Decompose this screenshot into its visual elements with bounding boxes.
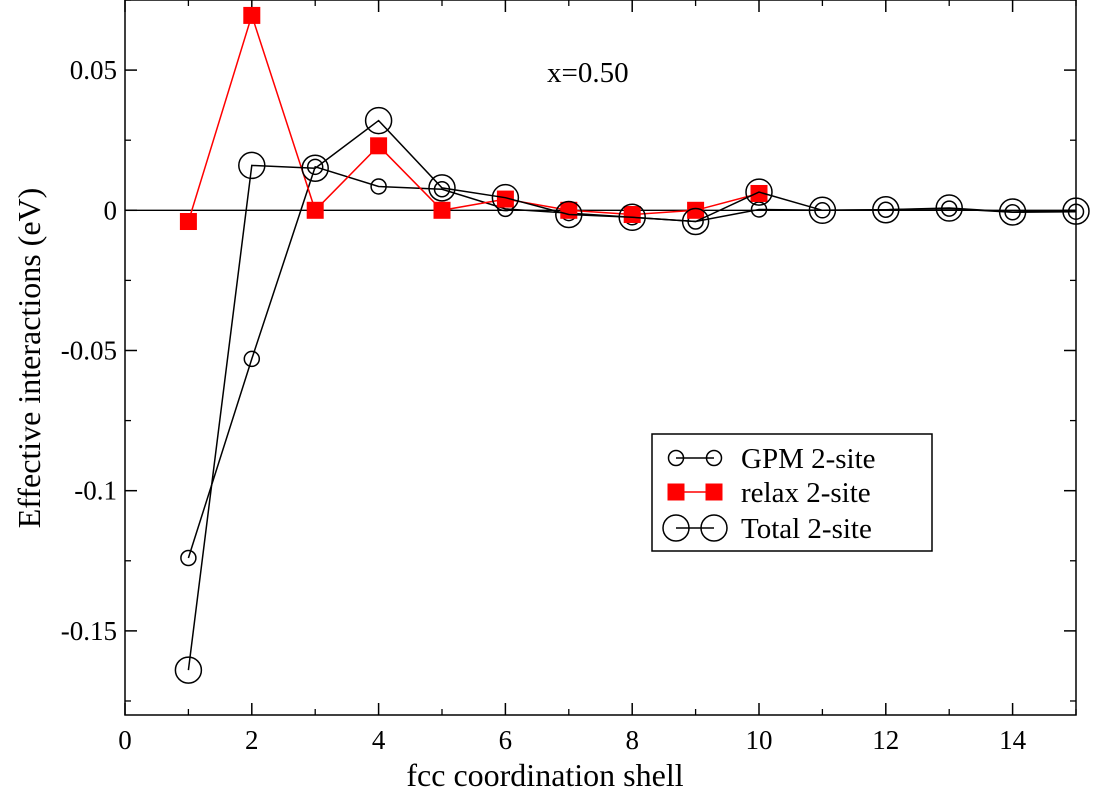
data-point (370, 178, 387, 195)
series-layer (174, 6, 1090, 684)
data-point (243, 6, 261, 24)
x-tick-label: 0 (118, 725, 132, 755)
y-tick-label: -0.05 (61, 335, 117, 365)
data-point (496, 190, 514, 208)
x-tick-label: 12 (872, 725, 899, 755)
legend-marker (667, 483, 685, 501)
data-point (364, 106, 393, 135)
data-point (687, 201, 705, 219)
x-tick-label: 8 (625, 725, 639, 755)
data-point (750, 184, 768, 202)
data-point (306, 201, 324, 219)
data-point (745, 178, 773, 206)
data-point (560, 201, 578, 219)
data-point (555, 200, 583, 229)
legend-label: relax 2-site (741, 477, 871, 509)
data-point (998, 198, 1027, 226)
x-tick-label: 4 (372, 725, 386, 755)
legend-entry: GPM 2-site (667, 443, 876, 475)
legend-marker (705, 449, 723, 467)
legend-marker (667, 449, 685, 467)
data-point (238, 151, 266, 180)
data-point (180, 549, 197, 567)
data-point (935, 194, 963, 222)
data-point (428, 174, 456, 202)
data-point (179, 213, 197, 231)
series-1 (179, 6, 768, 231)
legend-marker (705, 483, 723, 501)
data-point (681, 207, 710, 236)
y-tick-label: -0.15 (61, 616, 117, 646)
series-line (187, 119, 1077, 671)
tick-group: 0 2 4 6 8 10 12 14 -0.15 -0.1 -0.05 0 0.05 (61, 0, 1077, 755)
legend-entry: relax 2-site (667, 477, 871, 509)
x-axis-title: fcc coordination shell (406, 757, 683, 793)
y-axis-title: Effective interactions (eV) (11, 188, 47, 529)
data-point (491, 183, 520, 212)
data-point (618, 203, 646, 232)
data-point (174, 656, 203, 684)
annotation-x-value: x=0.50 (547, 57, 629, 89)
x-tick-label: 14 (999, 725, 1027, 755)
data-point (808, 196, 837, 225)
data-point (1062, 197, 1090, 225)
data-point (370, 137, 388, 155)
x-tick-label: 2 (245, 725, 259, 755)
series-line (187, 12, 760, 222)
data-point (306, 158, 324, 176)
x-tick-label: 6 (499, 725, 513, 755)
data-point (623, 206, 641, 223)
plot-area (124, 0, 1077, 716)
y-tick-label: -0.1 (74, 476, 117, 506)
x-tick-label: 10 (746, 725, 773, 755)
legend-marker (662, 514, 690, 542)
legend-label: GPM 2-site (741, 443, 876, 475)
y-tick-label: 0 (104, 195, 118, 225)
legend-label: Total 2-site (741, 513, 872, 545)
series-2 (174, 106, 1090, 684)
y-tick-label: 0.05 (70, 55, 117, 85)
data-point (433, 201, 451, 219)
data-point (243, 350, 261, 368)
data-point (872, 195, 900, 224)
legend-marker (700, 514, 728, 542)
data-point (301, 154, 329, 182)
legend-entry: Total 2-site (662, 513, 872, 545)
